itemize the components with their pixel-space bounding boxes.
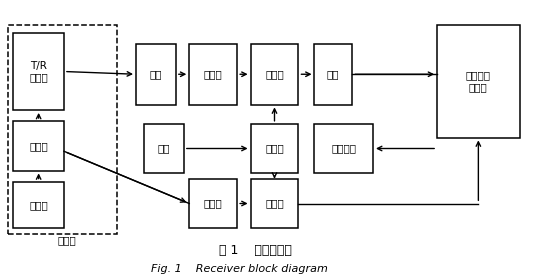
Text: 本振: 本振 [158,144,170,153]
Bar [437,25,520,138]
Text: 衰减器: 衰减器 [204,199,223,208]
Text: 混频器: 混频器 [265,69,284,79]
Bar [314,124,373,173]
Text: 耦合器: 耦合器 [29,141,48,151]
Bar [136,44,176,104]
Bar [251,124,298,173]
Text: 功分器: 功分器 [265,144,284,153]
Bar [251,44,298,104]
Text: 信号处理: 信号处理 [332,144,356,153]
Text: Fig. 1    Receiver block diagram: Fig. 1 Receiver block diagram [151,265,328,274]
Text: 高放: 高放 [150,69,162,79]
Bar [251,179,298,228]
Text: 磁控管: 磁控管 [29,200,48,210]
Text: 图 1    接收机框图: 图 1 接收机框图 [220,244,292,257]
Bar [13,182,64,228]
Text: 混频器: 混频器 [265,199,284,208]
Text: T/R
放电管: T/R 放电管 [29,61,48,82]
Bar [8,25,117,234]
Bar [314,44,352,104]
Bar [13,33,64,110]
Bar [13,121,64,170]
Bar [144,124,184,173]
Bar [189,44,237,104]
Text: 预选器: 预选器 [204,69,223,79]
Text: 发射机: 发射机 [57,235,76,245]
Text: 数字中频
转换器: 数字中频 转换器 [466,70,491,92]
Bar [189,179,237,228]
Text: 中放: 中放 [327,69,340,79]
